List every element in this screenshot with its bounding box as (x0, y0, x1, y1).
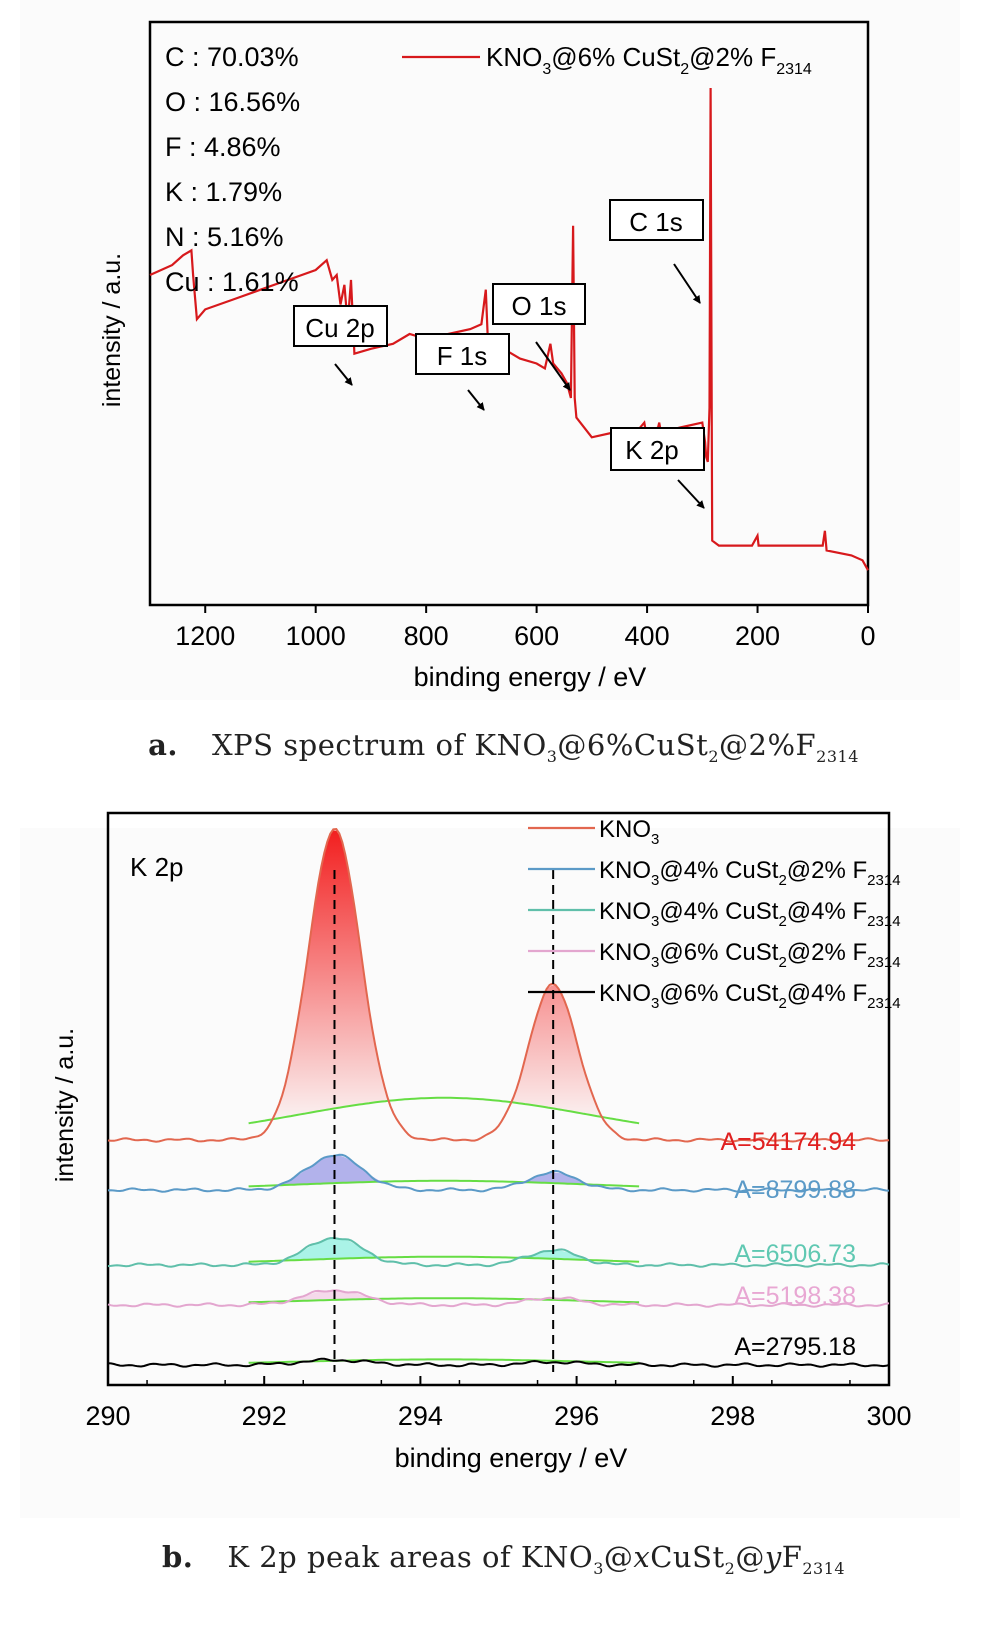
x-tick-label: 0 (860, 621, 875, 651)
arrow-o1s (535, 341, 571, 391)
composition-list: C : 70.03% O : 16.56% F : 4.86% K : 1.79% N … (165, 42, 300, 297)
y-axis-label: intensity / a.u. (98, 253, 126, 407)
k2p-chart: 290 292 294 296 298 300 A=2795.18 A=5198.38 A=6… (51, 811, 912, 1473)
composition-item: C : 70.03% (165, 42, 299, 72)
x-tick-label: 298 (710, 1401, 755, 1431)
x-tick-label: 800 (404, 621, 449, 651)
x-tick-label: 294 (398, 1401, 443, 1431)
x-tick-label: 300 (866, 1401, 911, 1431)
xps-survey-chart: 1200 1000 800 600 400 200 0 intensity / a.u. b… (98, 20, 876, 692)
arrow-c1s (673, 263, 701, 304)
peak-label-c1s: C 1s (609, 199, 704, 241)
arrow-k2p (677, 479, 705, 509)
peak-label-f1s: F 1s (415, 333, 510, 375)
peak-area-fill (248, 830, 640, 1124)
x-tick-label: 400 (625, 621, 670, 651)
composition-item: O : 16.56% (165, 87, 300, 117)
legend: KNO3 KNO3@4% CuSt2@2% F2314 KNO3@4% CuSt2@… (528, 816, 901, 1012)
panel-label: K 2p (130, 852, 184, 882)
background-fit-line (248, 1179, 640, 1188)
composition-item: F : 4.86% (165, 132, 281, 162)
plot-frame (106, 811, 891, 1387)
x-tick-label: 600 (514, 621, 559, 651)
area-label: A=6506.73 (734, 1240, 856, 1268)
caption-b: b. K 2p peak areas of KNO3@xCuSt2@yF2314 (161, 1540, 846, 1578)
area-label: A=54174.94 (720, 1128, 856, 1156)
series-line (107, 1153, 890, 1193)
background-fit-line (248, 1297, 640, 1304)
x-tick-label: 290 (85, 1401, 130, 1431)
legend-label: KNO3@4% CuSt2@4% F2314 (599, 898, 901, 930)
composition-item: K : 1.79% (165, 177, 282, 207)
arrow-cu2p (334, 363, 353, 386)
peak-area-fill (248, 1237, 640, 1262)
svg-text:O 1s: O 1s (512, 291, 567, 321)
x-tick-label: 296 (554, 1401, 599, 1431)
svg-text:F 1s: F 1s (437, 341, 488, 371)
x-tick-label: 1200 (175, 621, 235, 651)
peak-label-cu2p: Cu 2p (293, 305, 388, 347)
arrow-f1s (467, 389, 485, 411)
area-label: A=2795.18 (734, 1333, 856, 1361)
peak-label-k2p: K 2p (610, 427, 705, 471)
composition-item: N : 5.16% (165, 222, 284, 252)
area-label: A=8799.88 (734, 1176, 856, 1204)
x-axis-label: binding energy / eV (395, 1443, 628, 1473)
series-line (107, 1236, 890, 1268)
peak-label-o1s: O 1s (492, 283, 586, 325)
background-fit-line (248, 1255, 640, 1263)
x-axis-label: binding energy / eV (414, 662, 647, 692)
series-line (107, 1357, 890, 1368)
legend-label: KNO3 (599, 816, 659, 848)
series-line (107, 827, 890, 1143)
svg-text:Cu 2p: Cu 2p (305, 313, 374, 343)
legend-label: KNO3@6% CuSt2@2% F2314 (599, 939, 901, 971)
x-tick-label: 1000 (286, 621, 346, 651)
y-axis-label: intensity / a.u. (51, 1028, 79, 1182)
background-fit-line (248, 1096, 640, 1125)
x-tick-label: 200 (735, 621, 780, 651)
legend-label: KNO3@6% CuSt2@4% F2314 (599, 980, 901, 1012)
svg-text:K 2p: K 2p (625, 435, 679, 465)
composition-item: Cu : 1.61% (165, 267, 299, 297)
x-tick-label: 292 (242, 1401, 287, 1431)
spectrum-line (149, 87, 869, 571)
svg-text:C 1s: C 1s (629, 207, 682, 237)
caption-a: a. XPS spectrum of KNO3@6%CuSt2@2%F2314 (148, 728, 859, 766)
plot-frame (148, 20, 870, 607)
peak-area-fill (248, 1155, 640, 1187)
area-label: A=5198.38 (734, 1282, 856, 1310)
legend-text: KNO3@6% CuSt2@2% F2314 (486, 42, 812, 78)
legend-label: KNO3@4% CuSt2@2% F2314 (599, 857, 901, 889)
series-line (107, 1289, 890, 1308)
